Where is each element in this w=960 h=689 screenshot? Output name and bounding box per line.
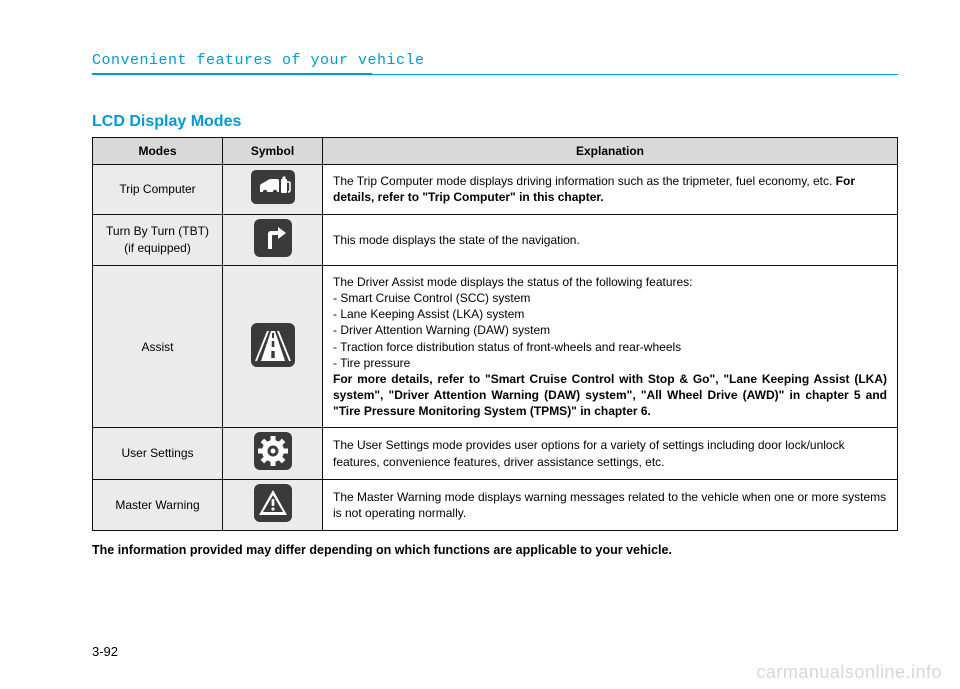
lcd-modes-table: Modes Symbol Explanation Trip Computer (92, 137, 898, 531)
tbt-icon (254, 219, 292, 257)
footer-note: The information provided may differ depe… (92, 543, 898, 557)
table-row: Assist (93, 265, 898, 428)
mode-explanation: The Trip Computer mode displays driving … (323, 165, 898, 214)
col-header-explanation: Explanation (323, 138, 898, 165)
table-row: User Settings (93, 428, 898, 479)
page-number: 3-92 (92, 644, 118, 659)
explanation-bold: For more details, refer to "Smart Cruise… (333, 372, 887, 418)
mode-symbol (223, 479, 323, 530)
mode-explanation: The User Settings mode provides user opt… (323, 428, 898, 479)
mode-name: User Settings (93, 428, 223, 479)
settings-icon (254, 432, 292, 470)
section-title: LCD Display Modes (92, 113, 898, 131)
explanation-text: The User Settings mode provides user opt… (333, 438, 845, 468)
table-header-row: Modes Symbol Explanation (93, 138, 898, 165)
mode-symbol (223, 214, 323, 265)
mode-name: Assist (93, 265, 223, 428)
assist-icon (251, 323, 295, 367)
table-row: Turn By Turn (TBT) (if equipped) This mo… (93, 214, 898, 265)
trip-computer-icon (251, 170, 295, 204)
mode-name: Turn By Turn (TBT) (if equipped) (93, 214, 223, 265)
explanation-text: This mode displays the state of the navi… (333, 233, 580, 247)
explanation-text: The Trip Computer mode displays driving … (333, 174, 836, 188)
col-header-symbol: Symbol (223, 138, 323, 165)
mode-explanation: The Master Warning mode displays warning… (323, 479, 898, 530)
table-row: Master Warning The Master Warning mode d (93, 479, 898, 530)
mode-symbol (223, 265, 323, 428)
explanation-text: The Master Warning mode displays warning… (333, 490, 886, 520)
mode-name: Trip Computer (93, 165, 223, 214)
mode-name: Master Warning (93, 479, 223, 530)
mode-explanation: The Driver Assist mode displays the stat… (323, 265, 898, 428)
mode-symbol (223, 428, 323, 479)
warning-icon (254, 484, 292, 522)
col-header-modes: Modes (93, 138, 223, 165)
chapter-header: Convenient features of your vehicle (92, 52, 898, 73)
table-row: Trip Computer (93, 165, 898, 214)
explanation-text: The Driver Assist mode displays the stat… (333, 275, 693, 370)
watermark: carmanualsonline.info (756, 662, 942, 683)
mode-explanation: This mode displays the state of the navi… (323, 214, 898, 265)
mode-symbol (223, 165, 323, 214)
